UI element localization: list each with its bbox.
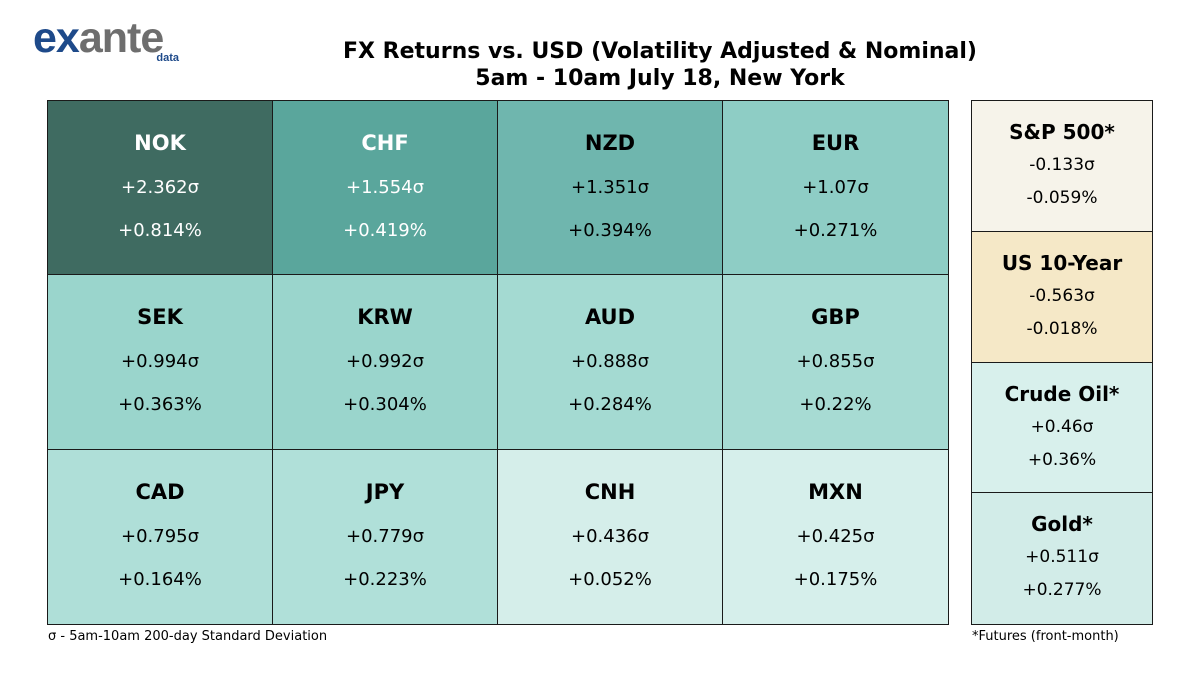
fx-percent-value: +0.052% [568, 568, 652, 590]
logo-wordmark: exante [33, 14, 164, 62]
logo-word-part2: ante [78, 14, 164, 62]
fx-cell-nok: NOK +2.362σ +0.814% [48, 101, 273, 276]
asset-sigma-value: +0.511σ [1025, 547, 1099, 568]
fx-percent-value: +0.814% [118, 220, 202, 241]
fx-cell-eur: EUR +1.07σ +0.271% [723, 101, 948, 276]
fx-cell-aud: AUD +0.888σ +0.284% [498, 275, 723, 450]
chart-title-line2: 5am - 10am July 18, New York [475, 66, 845, 91]
fx-cell-jpy: JPY +0.779σ +0.223% [273, 449, 498, 624]
asset-percent-value: +0.277% [1022, 580, 1102, 601]
fx-percent-value: +0.271% [793, 220, 878, 241]
asset-percent-value: -0.018% [1026, 318, 1098, 339]
exante-data-logo: exante data [33, 14, 183, 70]
fx-cell-nzd: NZD +1.351σ +0.394% [498, 101, 723, 276]
fx-percent-value: +0.175% [793, 568, 878, 590]
chart-title: FX Returns vs. USD (Volatility Adjusted … [230, 38, 1090, 92]
asset-name: Gold* [1031, 512, 1093, 537]
fx-currency-code: SEK [137, 305, 183, 330]
fx-percent-value: +0.22% [799, 394, 872, 416]
asset-name: S&P 500* [1009, 120, 1115, 144]
fx-percent-value: +0.164% [118, 568, 202, 590]
fx-sigma-value: +0.436σ [570, 525, 650, 547]
fx-currency-code: KRW [357, 305, 413, 330]
asset-cell-1: US 10-Year -0.563σ -0.018% [972, 231, 1152, 363]
fx-cell-cnh: CNH +0.436σ +0.052% [498, 449, 723, 624]
asset-cell-2: Crude Oil* +0.46σ +0.36% [972, 362, 1152, 494]
fx-sigma-value: +1.351σ [570, 177, 650, 198]
fx-cell-mxn: MXN +0.425σ +0.175% [723, 449, 948, 624]
fx-currency-code: CNH [584, 479, 636, 504]
fx-percent-value: +0.363% [118, 394, 202, 416]
fx-currency-code: CHF [361, 131, 409, 155]
fx-sigma-value: +0.425σ [796, 525, 875, 547]
fx-sigma-value: +0.795σ [120, 525, 200, 547]
fx-sigma-value: +0.888σ [570, 351, 650, 373]
asset-name: US 10-Year [1001, 250, 1123, 275]
fx-currency-code: MXN [808, 479, 863, 504]
fx-cell-chf: CHF +1.554σ +0.419% [273, 101, 498, 276]
fx-sigma-value: +0.992σ [345, 351, 425, 373]
asset-sigma-value: -0.133σ [1029, 155, 1095, 175]
fx-percent-value: +0.284% [568, 394, 652, 416]
fx-currency-code: GBP [811, 305, 860, 330]
footnote-futures: *Futures (front-month) [972, 629, 1119, 644]
fx-cell-sek: SEK +0.994σ +0.363% [48, 275, 273, 450]
fx-currency-code: EUR [811, 131, 860, 155]
footnote-sigma: σ - 5am-10am 200-day Standard Deviation [48, 629, 328, 644]
logo-word-part1: ex [33, 14, 80, 62]
other-assets-panel: S&P 500* -0.133σ -0.059% US 10-Year -0.563σ -… [971, 100, 1153, 625]
fx-currency-code: AUD [584, 305, 636, 330]
fx-sigma-value: +0.779σ [345, 525, 425, 547]
fx-sigma-value: +0.855σ [796, 351, 875, 373]
fx-percent-value: +0.223% [343, 568, 427, 590]
fx-percent-value: +0.304% [343, 394, 427, 416]
logo-sub: data [156, 52, 179, 64]
asset-sigma-value: +0.46σ [1030, 416, 1094, 437]
fx-cell-gbp: GBP +0.855σ +0.22% [723, 275, 948, 450]
fx-percent-value: +0.419% [343, 220, 427, 241]
fx-sigma-value: +1.554σ [345, 177, 425, 198]
fx-currency-code: NZD [584, 131, 636, 155]
fx-currency-code: NOK [134, 131, 186, 155]
fx-percent-value: +0.394% [568, 220, 652, 241]
fx-currency-code: CAD [135, 479, 185, 504]
fx-sigma-value: +2.362σ [120, 177, 200, 198]
fx-sigma-value: +1.07σ [802, 177, 869, 198]
asset-percent-value: -0.059% [1026, 188, 1098, 208]
fx-heatmap-grid: NOK +2.362σ +0.814% CHF +1.554σ +0.419% NZD +1.… [47, 100, 949, 625]
fx-currency-code: JPY [365, 479, 405, 504]
fx-cell-krw: KRW +0.992σ +0.304% [273, 275, 498, 450]
chart-title-line1: FX Returns vs. USD (Volatility Adjusted … [343, 39, 977, 64]
fx-sigma-value: +0.994σ [120, 351, 200, 373]
asset-name: Crude Oil* [1004, 381, 1120, 406]
fx-cell-cad: CAD +0.795σ +0.164% [48, 449, 273, 624]
asset-cell-0: S&P 500* -0.133σ -0.059% [972, 101, 1152, 232]
asset-cell-3: Gold* +0.511σ +0.277% [972, 493, 1152, 624]
asset-percent-value: +0.36% [1027, 449, 1097, 470]
asset-sigma-value: -0.563σ [1029, 285, 1095, 306]
